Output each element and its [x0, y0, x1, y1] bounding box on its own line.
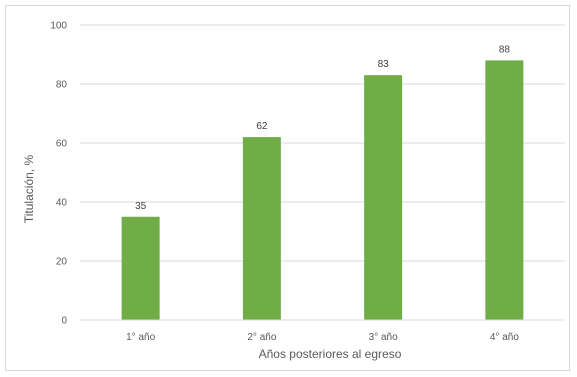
- x-axis-title: Años posteriores al egreso: [259, 347, 402, 361]
- x-tick-label-2: 2° año: [247, 332, 276, 343]
- bar-4: [485, 60, 524, 321]
- chart-frame: [5, 5, 570, 371]
- bar-3: [364, 75, 403, 321]
- x-tick-label-1: 1° año: [126, 332, 155, 343]
- y-tick-label: 60: [56, 139, 68, 150]
- y-tick-label: 100: [50, 21, 67, 32]
- data-label-2: 62: [256, 121, 268, 132]
- y-tick-label: 80: [56, 80, 68, 91]
- bar-1: [121, 216, 160, 320]
- data-label-4: 88: [499, 44, 511, 55]
- data-label-1: 35: [135, 201, 147, 212]
- x-axis-ticks: 1° año 2° año 3° año 4° año: [126, 332, 519, 343]
- data-labels: 35 62 83 88: [135, 44, 510, 211]
- data-label-3: 83: [378, 59, 390, 70]
- bar-2: [242, 137, 281, 320]
- y-tick-label: 20: [56, 257, 68, 268]
- bars: [121, 60, 524, 321]
- x-tick-label-4: 4° año: [490, 332, 519, 343]
- y-tick-label: 40: [56, 198, 68, 209]
- y-tick-label: 0: [61, 316, 67, 327]
- x-tick-label-3: 3° año: [369, 332, 398, 343]
- y-axis-title: Titulación, %: [22, 155, 36, 224]
- y-axis-ticks: 0 20 40 60 80 100: [50, 21, 67, 327]
- gridlines: [80, 24, 565, 262]
